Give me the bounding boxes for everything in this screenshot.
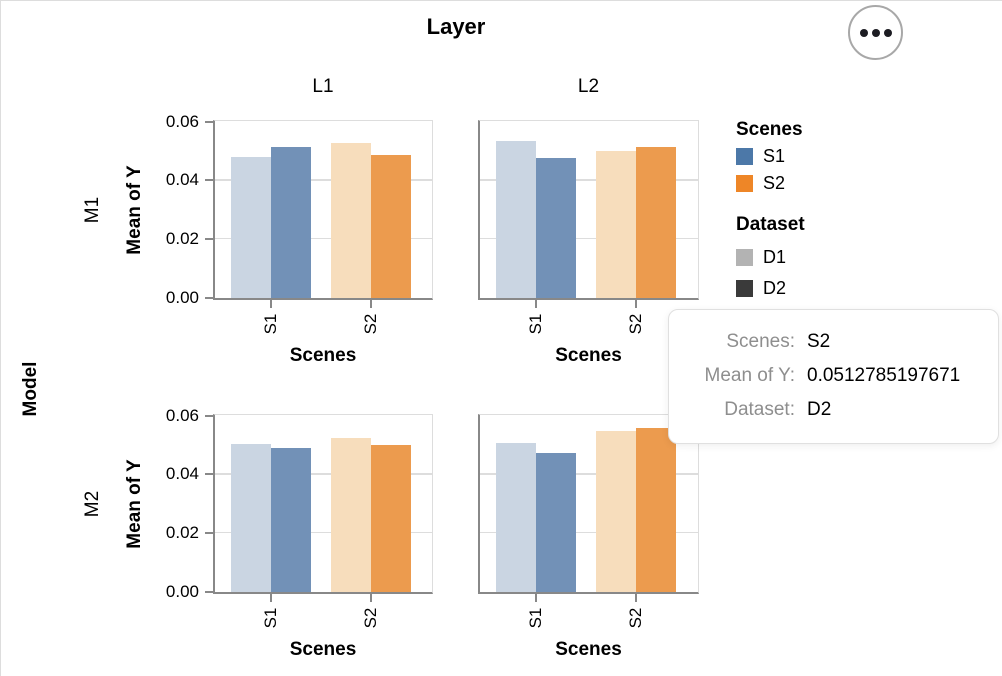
y-tick-label: 0.02 bbox=[165, 523, 199, 543]
bar-m2-l1-s1-d2[interactable] bbox=[271, 448, 311, 592]
tooltip-key: Scenes: bbox=[726, 331, 795, 352]
gridline bbox=[480, 531, 698, 534]
tooltip-row-dataset: Dataset: D2 bbox=[669, 393, 998, 427]
legend-label-d1: D1 bbox=[763, 246, 787, 267]
bar-m1-l1-s1-d2[interactable] bbox=[271, 146, 311, 298]
x-tick bbox=[535, 594, 537, 602]
x-tick bbox=[535, 300, 537, 308]
tooltip-key: Mean of Y: bbox=[704, 365, 796, 386]
legend-swatch-s1 bbox=[736, 147, 753, 165]
x-tick bbox=[635, 300, 637, 308]
gridline bbox=[480, 237, 698, 240]
legend-label-d2: D2 bbox=[763, 277, 787, 298]
legend-swatch-d1 bbox=[736, 248, 753, 266]
x-axis-title: Scenes bbox=[555, 345, 622, 366]
y-tick-label: 0.02 bbox=[165, 229, 199, 249]
x-tick bbox=[270, 594, 272, 602]
y-tick-label: 0.04 bbox=[165, 170, 199, 190]
legend-swatch-s2 bbox=[736, 174, 753, 192]
gridline bbox=[215, 473, 432, 475]
facet-column-header-l1: L1 bbox=[312, 76, 334, 97]
legend-item-s2[interactable]: S2 bbox=[736, 173, 785, 193]
legend-label-s2: S2 bbox=[763, 172, 786, 193]
y-axis-title: Mean of Y bbox=[124, 459, 145, 549]
x-axis-title: Scenes bbox=[289, 345, 357, 366]
y-tick-label: 0.00 bbox=[165, 288, 199, 307]
bar-m1-l1-s2-d2[interactable] bbox=[371, 155, 411, 298]
legend-title-dataset: Dataset bbox=[736, 214, 805, 235]
y-axis-title: Mean of Y bbox=[124, 165, 145, 255]
ellipsis-icon bbox=[859, 28, 892, 37]
x-tick-label-s2: S2 bbox=[626, 313, 645, 335]
bar-m1-l2-s2-d1[interactable] bbox=[596, 151, 636, 298]
x-tick-label-s1: S1 bbox=[526, 607, 545, 629]
gridline bbox=[480, 473, 698, 475]
tooltip-value: S2 bbox=[807, 331, 831, 352]
legend-label-s1: S1 bbox=[763, 145, 786, 166]
y-tick bbox=[205, 120, 213, 123]
bar-m1-l2-s1-d1[interactable] bbox=[496, 141, 536, 298]
bar-m2-l2-s2-d1[interactable] bbox=[596, 431, 636, 592]
gridline bbox=[215, 179, 432, 181]
y-tick bbox=[205, 591, 213, 593]
y-tick bbox=[205, 297, 213, 299]
facet-panel-m1-l1 bbox=[213, 120, 433, 300]
gridline bbox=[480, 179, 698, 181]
tooltip-value: 0.0512785197671 bbox=[807, 365, 961, 386]
tooltip-row-scenes: Scenes: S2 bbox=[669, 325, 998, 359]
bar-m2-l2-s2-d2[interactable] bbox=[636, 427, 676, 592]
y-tick bbox=[205, 532, 213, 535]
legend: Scenes S1 S2 Dataset D1 D2 bbox=[736, 119, 886, 314]
x-tick-label-s1: S1 bbox=[526, 313, 545, 335]
x-tick-label-s2: S2 bbox=[361, 313, 380, 335]
y-tick-label: 0.06 bbox=[165, 111, 199, 131]
x-tick bbox=[370, 594, 372, 602]
y-tick bbox=[205, 238, 213, 241]
row-facet-title: Model bbox=[20, 361, 41, 417]
bar-m1-l2-s2-d2[interactable] bbox=[636, 147, 676, 298]
x-tick bbox=[635, 594, 637, 602]
bar-m2-l1-s2-d2[interactable] bbox=[371, 444, 411, 592]
bar-m1-l1-s1-d1[interactable] bbox=[231, 157, 271, 298]
bar-m2-l1-s1-d1[interactable] bbox=[231, 444, 271, 592]
legend-item-s1[interactable]: S1 bbox=[736, 146, 785, 166]
y-tick bbox=[205, 179, 213, 182]
x-tick bbox=[370, 300, 372, 308]
bar-m2-l1-s2-d1[interactable] bbox=[331, 437, 371, 592]
gridline bbox=[215, 531, 432, 534]
y-tick-label: 0.00 bbox=[165, 582, 199, 601]
y-tick bbox=[205, 414, 213, 417]
y-tick-label: 0.06 bbox=[165, 405, 199, 425]
gridline bbox=[215, 237, 432, 240]
x-tick-label-s1: S1 bbox=[261, 607, 280, 629]
tooltip: Scenes: S2 Mean of Y: 0.0512785197671 Da… bbox=[668, 309, 999, 444]
y-tick-label: 0.04 bbox=[165, 464, 199, 484]
legend-item-d2[interactable]: D2 bbox=[736, 278, 786, 298]
bar-m1-l1-s2-d1[interactable] bbox=[331, 142, 371, 298]
tooltip-value: D2 bbox=[807, 399, 832, 420]
tooltip-key: Dataset: bbox=[724, 399, 795, 420]
legend-title-scenes: Scenes bbox=[736, 119, 803, 140]
facet-panel-m1-l2 bbox=[478, 120, 699, 300]
legend-item-d1[interactable]: D1 bbox=[736, 247, 786, 267]
facet-panel-m2-l2 bbox=[478, 414, 699, 594]
x-tick bbox=[270, 300, 272, 308]
bar-m1-l2-s1-d2[interactable] bbox=[536, 157, 576, 298]
x-tick-label-s2: S2 bbox=[361, 607, 380, 629]
facet-column-header-l2: L2 bbox=[577, 76, 600, 97]
y-tick bbox=[205, 473, 213, 476]
chart-title: Layer bbox=[426, 14, 486, 39]
options-menu-button[interactable] bbox=[848, 5, 903, 60]
x-tick-label-s1: S1 bbox=[261, 313, 280, 335]
x-axis-title: Scenes bbox=[555, 639, 622, 660]
x-axis-title: Scenes bbox=[289, 639, 357, 660]
facet-panel-m2-l1 bbox=[213, 414, 433, 594]
legend-swatch-d2 bbox=[736, 279, 753, 297]
x-tick-label-s2: S2 bbox=[626, 607, 645, 629]
bar-m2-l2-s1-d2[interactable] bbox=[536, 453, 576, 592]
bar-m2-l2-s1-d1[interactable] bbox=[496, 442, 536, 592]
tooltip-row-mean: Mean of Y: 0.0512785197671 bbox=[669, 359, 998, 393]
